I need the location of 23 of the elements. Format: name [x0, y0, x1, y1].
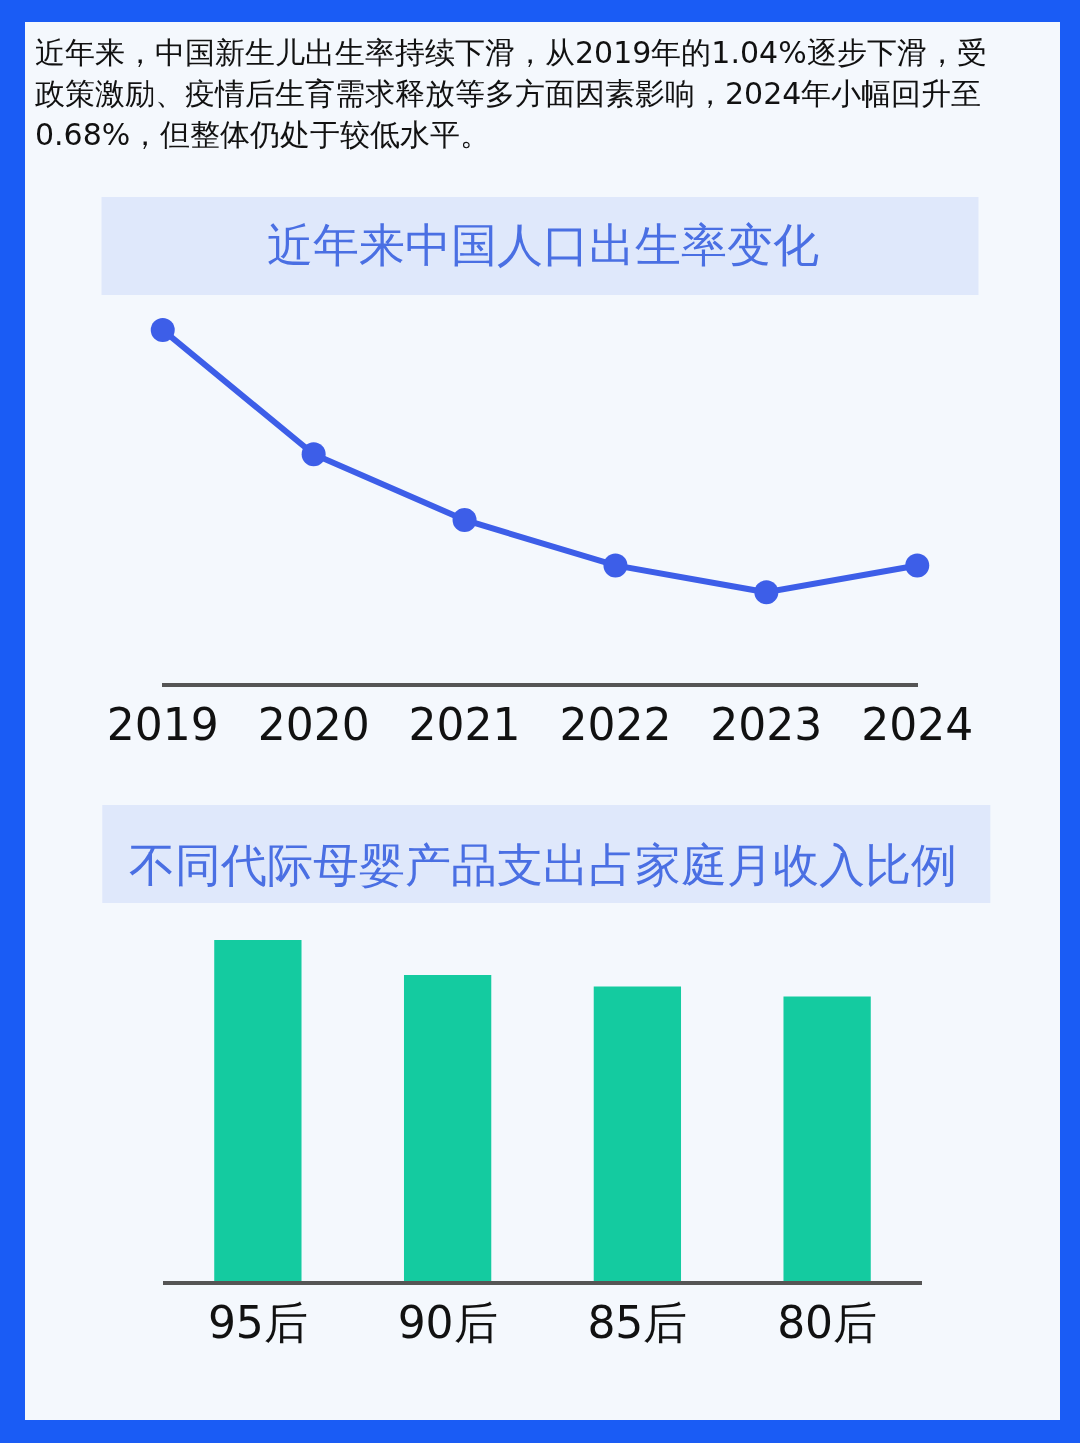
x-tick-label: 2019 — [106, 698, 219, 750]
point — [905, 553, 930, 578]
point — [754, 580, 779, 605]
bar — [593, 986, 682, 1281]
chart-title: 不同代际母婴产品支出占家庭月收入比例 — [128, 838, 957, 893]
point — [603, 553, 628, 578]
point — [301, 442, 326, 467]
x-tick-label: 80后 — [777, 1296, 878, 1348]
bar — [783, 996, 871, 1281]
bar — [403, 975, 492, 1281]
x-tick-label: 95后 — [207, 1296, 308, 1348]
x-tick-label: 90后 — [397, 1296, 498, 1348]
point — [452, 507, 477, 532]
point — [150, 318, 175, 342]
x-tick-label: 2022 — [559, 698, 672, 750]
bar — [214, 940, 302, 1281]
chart-title: 近年来中国人口出生率变化 — [266, 218, 819, 273]
text: 近年来，中国新生儿出生率持续下滑，从2019年的1.04%逐步下滑，受政策激励、疫情后生育需求释放等多方面因素影响，2024年小幅回升至0.68%，但整体仍处于较低水平。 — [35, 34, 988, 154]
x-tick-label: 85后 — [587, 1296, 688, 1348]
x-tick-label: 2024 — [861, 698, 974, 750]
x-tick-label: 2020 — [257, 698, 370, 750]
x-tick-label: 2023 — [710, 698, 823, 750]
x-tick-label: 2021 — [408, 698, 521, 750]
